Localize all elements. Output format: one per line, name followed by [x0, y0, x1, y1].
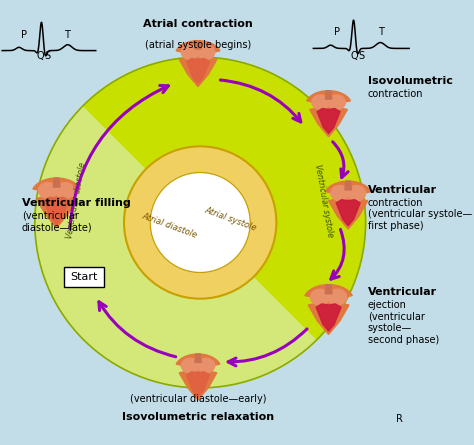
- Polygon shape: [182, 358, 199, 373]
- Text: S: S: [44, 51, 50, 61]
- Text: Isovolumetric relaxation: Isovolumetric relaxation: [122, 412, 274, 422]
- Polygon shape: [328, 95, 345, 109]
- Polygon shape: [38, 182, 57, 198]
- FancyArrowPatch shape: [228, 329, 307, 366]
- Polygon shape: [345, 181, 351, 190]
- Text: ejection
(ventricular
systole—
second phase): ejection (ventricular systole— second ph…: [368, 300, 439, 345]
- Polygon shape: [187, 58, 210, 84]
- FancyArrowPatch shape: [331, 230, 344, 279]
- FancyArrowPatch shape: [220, 80, 301, 122]
- Text: S: S: [358, 51, 365, 61]
- Polygon shape: [53, 178, 60, 187]
- Polygon shape: [195, 354, 201, 362]
- Polygon shape: [305, 285, 352, 335]
- Text: T: T: [64, 30, 71, 40]
- Polygon shape: [326, 181, 371, 229]
- FancyArrowPatch shape: [99, 302, 176, 357]
- Text: T: T: [378, 27, 384, 37]
- FancyArrowPatch shape: [70, 85, 168, 228]
- FancyArrowPatch shape: [333, 142, 348, 178]
- Text: Start: Start: [70, 272, 98, 282]
- Polygon shape: [307, 91, 350, 137]
- FancyBboxPatch shape: [64, 267, 104, 287]
- Text: (atrial systole begins): (atrial systole begins): [145, 40, 251, 50]
- Text: Ventricular diastole: Ventricular diastole: [65, 162, 87, 240]
- Polygon shape: [176, 354, 220, 400]
- Polygon shape: [326, 91, 332, 99]
- Polygon shape: [197, 358, 215, 373]
- Text: Atrial contraction: Atrial contraction: [143, 19, 253, 29]
- Text: R: R: [396, 414, 403, 424]
- Text: (ventricular
diastole—late): (ventricular diastole—late): [22, 211, 92, 232]
- Polygon shape: [347, 186, 365, 201]
- Polygon shape: [195, 40, 201, 49]
- Text: P: P: [21, 30, 27, 40]
- Text: Ventricular: Ventricular: [368, 287, 437, 297]
- Polygon shape: [33, 178, 80, 228]
- Polygon shape: [331, 186, 349, 201]
- Text: Q: Q: [36, 51, 44, 61]
- Polygon shape: [316, 304, 341, 331]
- Polygon shape: [317, 109, 340, 134]
- Polygon shape: [325, 285, 332, 294]
- Text: Atrial diastole: Atrial diastole: [141, 212, 199, 240]
- Polygon shape: [197, 45, 215, 60]
- Text: Isovolumetric: Isovolumetric: [368, 76, 453, 86]
- Polygon shape: [176, 40, 220, 87]
- Text: contraction: contraction: [368, 89, 423, 99]
- Text: Ventricular: Ventricular: [368, 185, 437, 195]
- Wedge shape: [83, 57, 365, 340]
- Text: Q: Q: [350, 51, 358, 61]
- Text: Ventricular filling: Ventricular filling: [22, 198, 130, 208]
- Text: P: P: [334, 27, 340, 37]
- Polygon shape: [55, 182, 75, 198]
- Polygon shape: [187, 372, 210, 397]
- Polygon shape: [182, 45, 199, 60]
- Polygon shape: [310, 289, 329, 305]
- Polygon shape: [336, 200, 360, 226]
- Text: (ventricular diastole—early): (ventricular diastole—early): [130, 394, 266, 404]
- Polygon shape: [312, 95, 329, 109]
- Text: Ventricular systole: Ventricular systole: [313, 163, 335, 238]
- Circle shape: [150, 173, 250, 272]
- Text: Atrial systole: Atrial systole: [203, 206, 258, 233]
- Polygon shape: [44, 197, 69, 224]
- Circle shape: [35, 57, 365, 388]
- Polygon shape: [328, 289, 346, 305]
- Text: contraction
(ventricular systole—
first phase): contraction (ventricular systole— first …: [368, 198, 472, 231]
- Circle shape: [124, 146, 276, 299]
